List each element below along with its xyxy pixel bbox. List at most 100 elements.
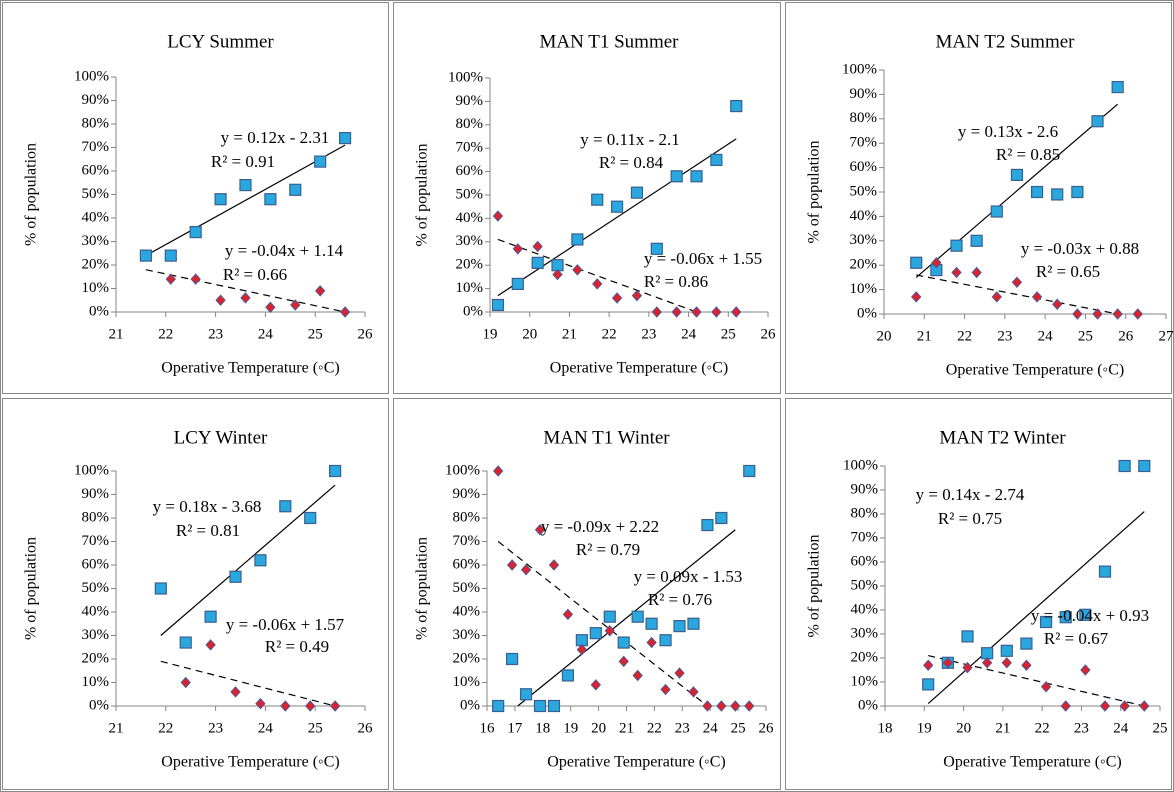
square-point [229, 570, 242, 583]
square-point [561, 669, 575, 682]
diamond-point [1021, 659, 1032, 671]
diamond-point [506, 559, 518, 571]
trendline [160, 484, 336, 636]
x-tick-label: 26 [358, 720, 374, 736]
x-tick-label: 20 [591, 720, 606, 736]
x-tick-label: 24 [703, 720, 719, 736]
x-axis-label: Operative Temperature (◦C) [161, 360, 339, 377]
square-point [164, 249, 177, 262]
y-tick-label: 60% [850, 159, 878, 175]
diamond-point [592, 278, 603, 290]
diamond-point [590, 679, 601, 691]
square-point [338, 132, 352, 145]
y-tick-label: 90% [453, 486, 481, 502]
y-tick-label: 20% [82, 256, 110, 272]
square-point [289, 183, 302, 196]
square-point [730, 99, 743, 113]
x-tick-label: 22 [957, 328, 972, 344]
square-point [1039, 615, 1053, 629]
square-point [506, 652, 519, 666]
diamond-point [230, 686, 241, 698]
x-tick-label: 22 [602, 326, 617, 342]
diamond-point [646, 636, 657, 649]
chart-title: MAN T1 Winter [543, 427, 670, 448]
square-point [491, 298, 505, 312]
trend-equation: y = -0.04x + 0.93 [1031, 606, 1149, 625]
diamond-point [165, 273, 176, 285]
y-tick-label: 50% [453, 580, 481, 596]
square-point [743, 464, 756, 478]
y-tick-label: 100% [843, 457, 878, 473]
square-point [533, 699, 547, 713]
diamond-point [339, 306, 351, 318]
x-tick-label: 21 [562, 326, 577, 342]
diamond-point [315, 285, 326, 297]
square-point [1030, 185, 1044, 199]
diamond-point [674, 667, 685, 679]
diamond-point [205, 639, 216, 651]
square-point [511, 277, 524, 291]
y-tick-label: 10% [851, 673, 879, 689]
diamond-point [1072, 308, 1083, 320]
square-point [650, 242, 663, 255]
x-tick-label: 19 [483, 326, 498, 342]
trend-equation: R² = 0.85 [996, 145, 1060, 164]
square-point [154, 582, 167, 595]
y-tick-label: 30% [453, 627, 481, 643]
square-point [329, 464, 342, 478]
y-tick-label: 80% [453, 509, 481, 525]
diamond-point [618, 655, 629, 668]
chart-title: LCY Summer [167, 31, 274, 52]
diamond-point [552, 268, 563, 281]
diamond-point [731, 306, 742, 318]
x-axis-label: Operative Temperature (◦C) [550, 360, 728, 377]
trend-equation: y = 0.12x - 2.31 [221, 128, 330, 147]
diamond-point [190, 273, 201, 285]
x-tick-label: 19 [917, 720, 932, 736]
x-tick-label: 21 [995, 720, 1010, 736]
diamond-point [1092, 308, 1103, 320]
trendline [160, 660, 336, 707]
x-axis-label: Operative Temperature (◦C) [943, 754, 1121, 771]
y-tick-label: 70% [82, 139, 110, 155]
y-tick-label: 100% [74, 462, 109, 478]
square-point [961, 630, 974, 643]
y-tick-label: 10% [453, 674, 481, 690]
diamond-point [942, 657, 954, 669]
square-point [970, 234, 983, 247]
chart-title: MAN T2 Summer [936, 31, 1076, 52]
x-tick-label: 23 [641, 326, 656, 342]
trend-equation: R² = 0.76 [648, 590, 712, 609]
trend-equation: y = 0.09x - 1.53 [634, 567, 743, 586]
panel-border [2, 2, 389, 394]
square-point [981, 647, 994, 660]
diamond-point [572, 264, 583, 276]
x-tick-label: 24 [1038, 328, 1054, 344]
square-point [264, 193, 277, 206]
x-tick-label: 25 [1153, 720, 1168, 736]
y-tick-label: 10% [82, 674, 110, 690]
x-tick-label: 22 [158, 720, 173, 736]
trend-equation: y = -0.06x + 1.57 [226, 615, 345, 634]
square-point [571, 233, 584, 246]
y-tick-label: 20% [851, 649, 879, 665]
x-tick-label: 21 [917, 328, 932, 344]
y-tick-label: 50% [82, 580, 110, 596]
y-axis-label: % of population [414, 143, 431, 246]
diamond-point [532, 240, 543, 253]
trendline [497, 138, 737, 297]
y-tick-label: 70% [851, 529, 879, 545]
panel-border [785, 398, 1172, 790]
trendline [915, 103, 1119, 278]
diamond-point [971, 266, 982, 279]
panel-border [785, 2, 1172, 394]
square-point [239, 179, 252, 192]
x-tick-label: 24 [1113, 720, 1129, 736]
square-point [1079, 608, 1092, 621]
panel: MAN T1 Winter % of population Operative Te… [393, 398, 781, 790]
diamond-point [716, 700, 727, 712]
y-tick-label: 100% [448, 69, 483, 85]
chart-title: LCY Winter [174, 427, 268, 448]
y-tick-label: 0% [460, 697, 480, 713]
